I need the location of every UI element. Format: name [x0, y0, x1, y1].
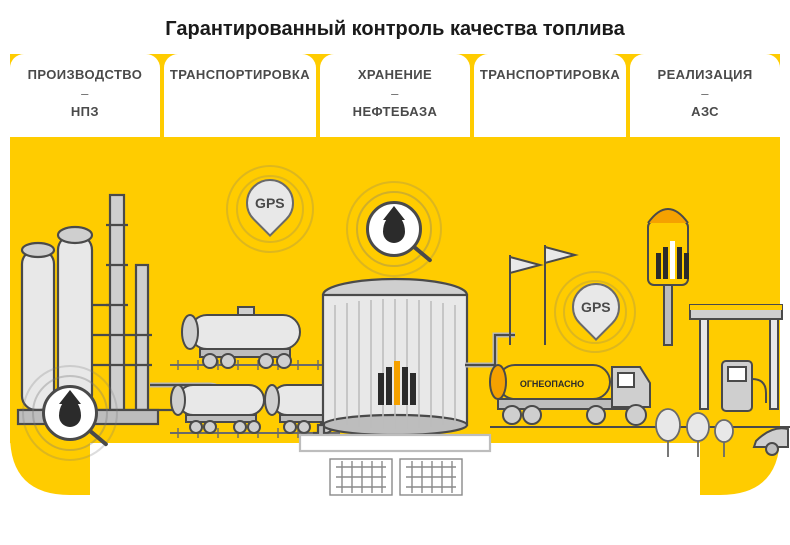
- stage-line2: НЕФТЕБАЗА: [353, 104, 438, 119]
- stage-card: ТРАНСПОРТИРОВКА: [164, 54, 316, 137]
- stage-card: ХРАНЕНИЕ – НЕФТЕБАЗА: [320, 54, 470, 137]
- oil-drop-icon: [383, 215, 405, 243]
- oil-drop-icon: [59, 399, 81, 427]
- gps-label: GPS: [581, 299, 611, 315]
- stage-dash: –: [16, 85, 154, 103]
- stage-header-row: ПРОИЗВОДСТВО – НПЗ ТРАНСПОРТИРОВКА ХРАНЕ…: [10, 54, 780, 137]
- stage-dash: –: [636, 85, 774, 103]
- illustration-scene: ОГНЕОПАСНО: [0, 135, 790, 525]
- stage-line1: ТРАНСПОРТИРОВКА: [480, 67, 620, 82]
- page-title: Гарантированный контроль качества топлив…: [0, 0, 790, 55]
- stage-card: ТРАНСПОРТИРОВКА: [474, 54, 626, 137]
- stage-card: РЕАЛИЗАЦИЯ – АЗС: [630, 54, 780, 137]
- stage-line2: НПЗ: [71, 104, 99, 119]
- rail-tankers-icon: [170, 307, 342, 438]
- truck-warning-label: ОГНЕОПАСНО: [520, 379, 584, 389]
- stage-line1: РЕАЛИЗАЦИЯ: [658, 67, 753, 82]
- stage-line1: ТРАНСПОРТИРОВКА: [170, 67, 310, 82]
- stage-card: ПРОИЗВОДСТВО – НПЗ: [10, 54, 160, 137]
- gps-label: GPS: [255, 195, 285, 211]
- stage-dash: –: [326, 85, 464, 103]
- stage-line1: ХРАНЕНИЕ: [358, 67, 432, 82]
- stage-line2: АЗС: [691, 104, 719, 119]
- stage-line1: ПРОИЗВОДСТВО: [28, 67, 143, 82]
